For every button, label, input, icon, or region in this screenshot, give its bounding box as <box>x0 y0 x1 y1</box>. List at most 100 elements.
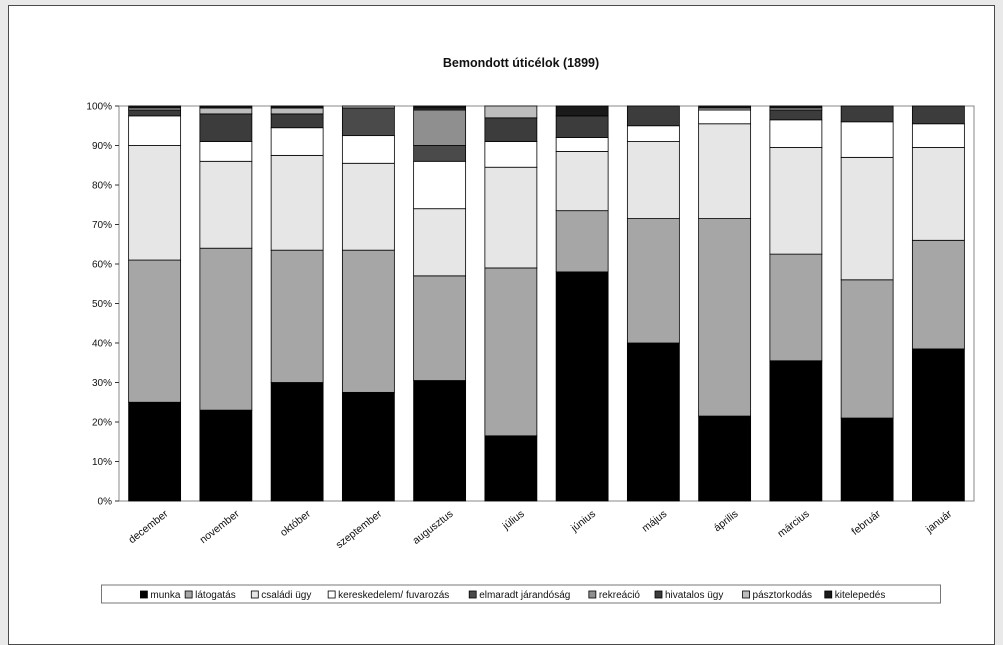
bar-segment <box>769 360 823 502</box>
bar-segment <box>484 117 538 142</box>
bar-segment <box>128 401 182 502</box>
bar-segment <box>413 275 467 381</box>
legend-swatch <box>824 590 833 599</box>
bar-segment <box>555 210 609 273</box>
legend-swatch <box>468 590 477 599</box>
x-category-label: szeptember <box>334 508 385 552</box>
bar-segment <box>199 141 253 162</box>
legend-swatch <box>327 590 336 599</box>
bar-segment <box>840 121 894 158</box>
bar-segment <box>698 105 752 109</box>
bar-segment <box>484 435 538 502</box>
bar-segment <box>626 125 680 142</box>
y-tick-label: 50% <box>92 299 112 310</box>
x-category-label: december <box>126 508 171 547</box>
bar-segment <box>911 147 965 241</box>
bar-segment <box>413 105 467 109</box>
bar-segment <box>341 105 395 109</box>
bar-segment <box>840 105 894 123</box>
bar-segment <box>626 141 680 219</box>
bar-segment <box>626 105 680 127</box>
x-category-label: január <box>923 508 955 536</box>
bar-segment <box>270 107 324 115</box>
x-category-label: április <box>711 508 740 534</box>
bar-segment <box>341 162 395 251</box>
legend-label: hivatalos ügy <box>665 590 723 601</box>
bar-segment <box>413 109 467 146</box>
bar-segment <box>698 218 752 417</box>
bar-segment <box>199 105 253 109</box>
legend-swatch <box>654 590 663 599</box>
bar-segment <box>484 267 538 437</box>
legend-swatch <box>184 590 193 599</box>
chart-frame: Bemondott úticélok (1899) 0% 10% 20% 30% 40%… <box>8 5 995 645</box>
legend: munka látogatás családi ügy kereskedelem/ f… <box>101 584 941 604</box>
bar-segment <box>270 154 324 251</box>
bar-segment <box>270 382 324 502</box>
bar-segment <box>128 105 182 109</box>
bar-segment <box>769 147 823 255</box>
bar-segment <box>769 253 823 362</box>
x-category-label: október <box>278 508 313 539</box>
bar-segment <box>270 113 324 129</box>
x-category-label: augusztus <box>410 508 455 547</box>
bar-segment <box>555 271 609 502</box>
bar-segment <box>341 391 395 502</box>
bar-segment <box>555 137 609 152</box>
bar-segment <box>911 123 965 148</box>
bar-segment <box>840 156 894 281</box>
bar-segment <box>199 113 253 142</box>
bar-segment <box>555 105 609 117</box>
y-tick-label: 40% <box>92 339 112 350</box>
y-tick-label: 20% <box>92 418 112 429</box>
bar-segment <box>128 115 182 146</box>
y-tick-label: 80% <box>92 181 112 192</box>
bar-segment <box>128 259 182 403</box>
bar-segment <box>555 151 609 212</box>
plot-area: 0% 10% 20% 30% 40% 50% 60% 70% 80% 90% 100% decembe… <box>86 102 975 552</box>
bar-segment <box>199 409 253 502</box>
bar-segment <box>484 105 538 119</box>
bar-segment <box>484 141 538 168</box>
bar-segment <box>413 380 467 502</box>
legend-label: látogatás <box>195 590 236 601</box>
legend-box <box>101 584 941 604</box>
bar-segment <box>341 249 395 393</box>
x-category-label: május <box>640 508 669 535</box>
y-tick-label: 70% <box>92 220 112 231</box>
bar-segment <box>911 105 965 125</box>
legend-label: kitelepedés <box>835 590 886 601</box>
legend-label: rekreáció <box>599 590 641 601</box>
y-tick-label: 10% <box>92 457 112 468</box>
chart-svg: Bemondott úticélok (1899) 0% 10% 20% 30% 40%… <box>86 56 975 604</box>
y-tick-label: 0% <box>98 497 113 508</box>
bar-segment <box>341 135 395 164</box>
legend-label: munka <box>150 590 180 601</box>
bar-segment <box>840 279 894 419</box>
bar-segment <box>270 249 324 383</box>
x-category-label: november <box>198 508 243 547</box>
legend-swatch <box>742 590 750 599</box>
legend-label: családi ügy <box>261 590 311 601</box>
bar-segment <box>484 166 538 269</box>
bar-segment <box>270 127 324 156</box>
bar-segment <box>128 145 182 261</box>
x-category-label: június <box>568 508 598 535</box>
bar-segment <box>626 218 680 344</box>
bar-segment <box>199 247 253 411</box>
bar-segment <box>341 107 395 137</box>
bar-segment <box>769 105 823 109</box>
legend-label: pásztorkodás <box>753 590 812 601</box>
bar-segment <box>626 342 680 502</box>
chart-title: Bemondott úticélok (1899) <box>443 56 599 70</box>
bar-segment <box>698 109 752 125</box>
bar-segment <box>911 239 965 350</box>
bar-segment <box>199 107 253 115</box>
bar-segment <box>199 160 253 249</box>
y-tick-label: 30% <box>92 378 112 389</box>
bar-segment <box>698 123 752 219</box>
legend-swatch <box>588 590 597 599</box>
bar-segment <box>840 417 894 502</box>
legend-label: kereskedelem/ fuvarozás <box>338 590 449 601</box>
legend-label: elmaradt járandóság <box>479 590 570 601</box>
